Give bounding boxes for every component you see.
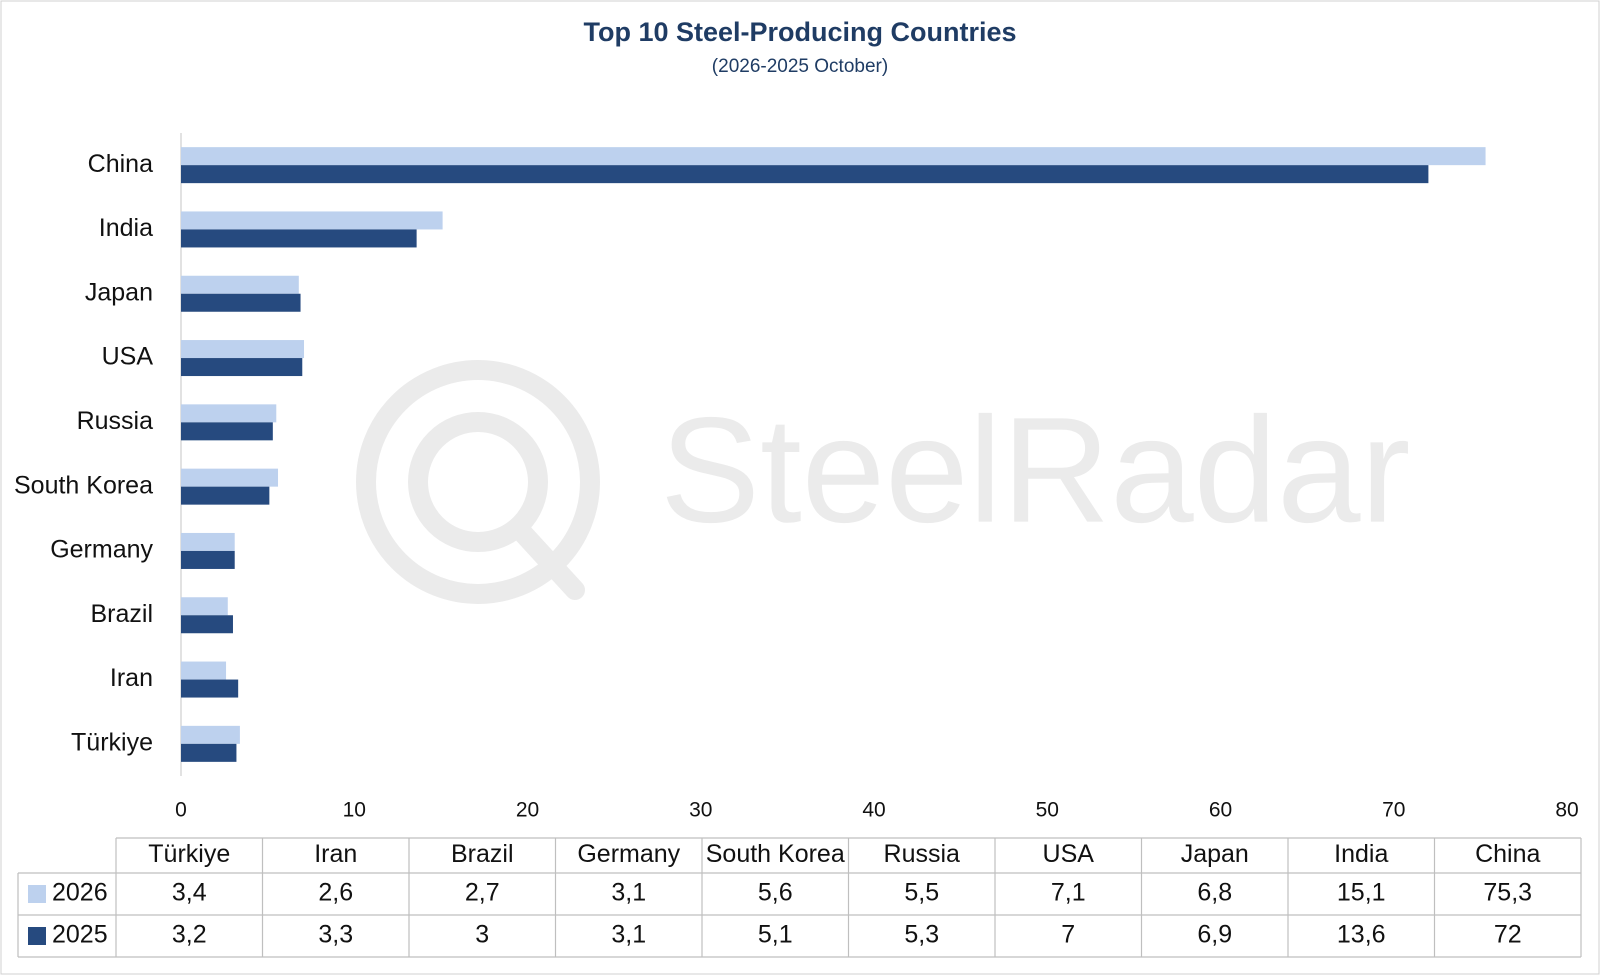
y-tick-label: Russia <box>77 407 154 435</box>
legend-swatch <box>28 927 46 945</box>
table-cell: 3,1 <box>611 921 646 949</box>
chart-subtitle: (2026-2025 October) <box>712 56 888 77</box>
table-cell: 3,1 <box>611 879 646 907</box>
y-tick-label: Japan <box>85 278 153 306</box>
table-cell: 5,3 <box>904 921 939 949</box>
table-cell: 2,7 <box>465 879 500 907</box>
bar <box>181 422 273 441</box>
legend-label: 2025 <box>52 921 108 949</box>
watermark-text: SteelRadar <box>660 386 1410 554</box>
bar <box>181 275 299 294</box>
y-tick-label: China <box>88 150 153 178</box>
table-cell: 72 <box>1494 921 1522 949</box>
bar <box>181 404 277 423</box>
y-tick-label: India <box>99 214 153 242</box>
x-tick-label: 40 <box>862 799 885 822</box>
y-tick-label: South Korea <box>14 471 153 499</box>
y-tick-label: Brazil <box>90 600 153 628</box>
bar <box>181 293 301 312</box>
table-cell: 3,4 <box>172 879 207 907</box>
x-tick-label: 30 <box>689 799 712 822</box>
bar <box>181 550 235 569</box>
table-cell: 75,3 <box>1483 879 1532 907</box>
table-cell: 13,6 <box>1337 921 1386 949</box>
table-cell: 7 <box>1061 921 1075 949</box>
table-cell: 5,1 <box>758 921 793 949</box>
x-tick-label: 70 <box>1382 799 1405 822</box>
x-tick-label: 10 <box>343 799 366 822</box>
table-header: Russia <box>884 840 961 868</box>
table-cell: 3,3 <box>318 921 353 949</box>
x-tick-label: 50 <box>1036 799 1059 822</box>
table-cell: 6,9 <box>1197 921 1232 949</box>
bar <box>181 486 270 505</box>
table-header: South Korea <box>706 840 845 868</box>
x-tick-label: 60 <box>1209 799 1232 822</box>
bar <box>181 679 239 698</box>
table-header: India <box>1334 840 1388 868</box>
table-cell: 3 <box>475 921 489 949</box>
x-tick-label: 20 <box>516 799 539 822</box>
table-header: China <box>1475 840 1540 868</box>
watermark-logo <box>356 360 600 604</box>
bar <box>181 615 233 634</box>
y-tick-label: Iran <box>110 664 153 692</box>
bar <box>181 358 303 377</box>
table-header: Türkiye <box>148 840 230 868</box>
y-tick-label: Germany <box>50 536 153 564</box>
bar <box>181 661 227 680</box>
legend-label: 2026 <box>52 879 108 907</box>
chart-title: Top 10 Steel-Producing Countries <box>583 17 1016 47</box>
table-cell: 5,5 <box>904 879 939 907</box>
legend-swatch <box>28 885 46 903</box>
bar <box>181 147 1486 166</box>
x-tick-label: 0 <box>175 799 187 822</box>
table-header: Iran <box>314 840 357 868</box>
table-cell: 6,8 <box>1197 879 1232 907</box>
bar <box>181 211 443 230</box>
y-tick-label: Türkiye <box>71 728 153 756</box>
table-cell: 3,2 <box>172 921 207 949</box>
bar <box>181 725 240 744</box>
table-header: Brazil <box>451 840 514 868</box>
table-cell: 7,1 <box>1051 879 1086 907</box>
bar <box>181 468 279 487</box>
table-header: USA <box>1043 840 1095 868</box>
bar <box>181 597 228 616</box>
bar <box>181 165 1429 184</box>
x-tick-label: 80 <box>1555 799 1578 822</box>
y-tick-label: USA <box>102 343 154 371</box>
table-cell: 2,6 <box>318 879 353 907</box>
table-header: Germany <box>577 840 680 868</box>
table-cell: 15,1 <box>1337 879 1386 907</box>
bar <box>181 532 235 551</box>
bar <box>181 340 305 359</box>
table-cell: 5,6 <box>758 879 793 907</box>
bar <box>181 229 417 248</box>
table-header: Japan <box>1181 840 1249 868</box>
bar <box>181 743 237 762</box>
